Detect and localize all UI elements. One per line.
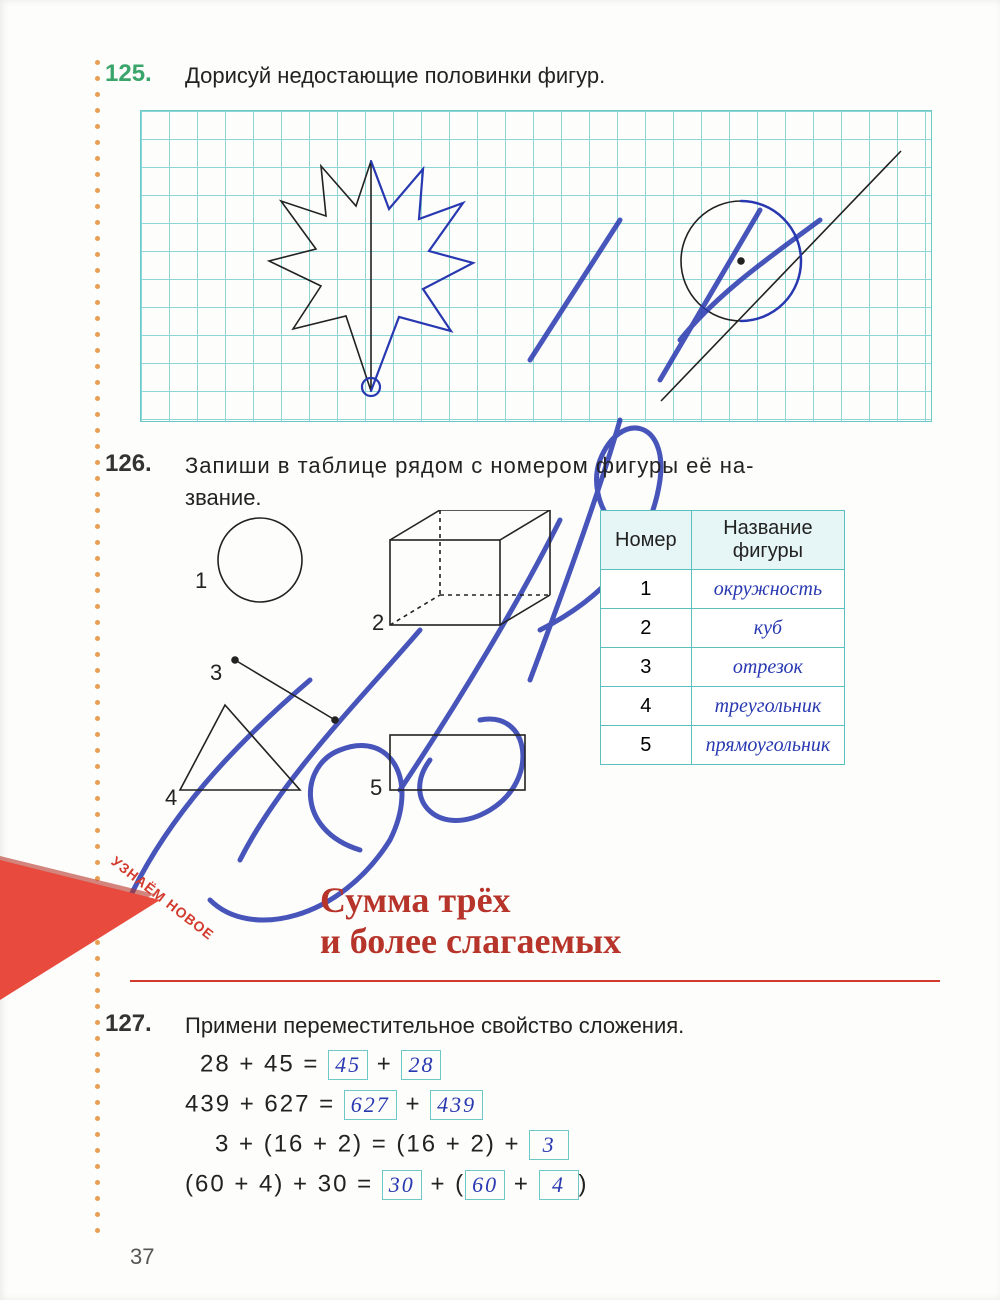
shape-label-1: 1 — [195, 568, 207, 594]
task-number-125: 125. — [105, 60, 152, 88]
grid-drawing-area — [140, 110, 932, 422]
shape-label-3: 3 — [210, 660, 222, 686]
section-title-line2: и более слагаемых — [320, 921, 621, 961]
section-title: Сумма трёх и более слагаемых — [320, 880, 621, 963]
workbook-page: for (let i=0;i<74;i++) document.write('<… — [0, 0, 1000, 1300]
shape-label-2: 2 — [372, 610, 384, 636]
task-number-127: 127. — [105, 1010, 152, 1038]
equation-1: 28 + 45 = 45 + 28 — [200, 1050, 441, 1080]
section-underline — [130, 980, 940, 982]
figure-names-table: Номер Название фигуры 1окружность 2куб 3… — [600, 510, 845, 765]
table-row: 1окружность — [601, 570, 845, 609]
dotted-margin: for (let i=0;i<74;i++) document.write('<… — [95, 60, 101, 1240]
shapes-illustration: 1 2 3 4 5 — [140, 510, 580, 800]
equation-4: (60 + 4) + 30 = 30 + (60 + 4) — [185, 1170, 589, 1200]
shape-label-4: 4 — [165, 785, 177, 811]
equation-2: 439 + 627 = 627 + 439 — [185, 1090, 483, 1120]
equation-3: 3 + (16 + 2) = (16 + 2) + 3 — [215, 1130, 569, 1160]
task-number-126: 126. — [105, 450, 152, 478]
table-header-number: Номер — [601, 511, 692, 570]
shape-label-5: 5 — [370, 775, 382, 801]
printed-figures-svg — [141, 111, 931, 421]
table-row: 2куб — [601, 609, 845, 648]
task-text-126-l1: Запиши в таблице рядом с номером фигуры … — [185, 450, 754, 482]
task-text-127: Примени переместительное свойство сложен… — [185, 1010, 684, 1042]
table-row: 4треугольник — [601, 687, 845, 726]
section-title-line1: Сумма трёх — [320, 880, 511, 920]
table-header-name: Название фигуры — [691, 511, 845, 570]
page-number: 37 — [130, 1244, 154, 1270]
task-text-125: Дорисуй недостающие половинки фигур. — [185, 60, 605, 92]
table-row: 5прямоугольник — [601, 726, 845, 765]
table-row: 3отрезок — [601, 648, 845, 687]
